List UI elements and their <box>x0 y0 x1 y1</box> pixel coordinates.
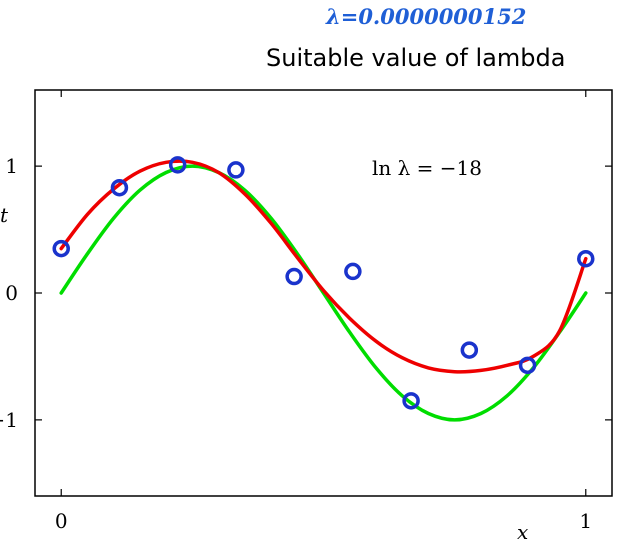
data-point <box>285 267 303 286</box>
chart-subtitle: Suitable value of lambda <box>266 44 566 72</box>
y-axis-label: t <box>0 203 9 227</box>
x-tick-label: 1 <box>579 509 592 533</box>
data-point <box>110 178 129 197</box>
x-tick-label: 0 <box>55 509 68 533</box>
lambda-value-label: λ=0.0000000152 <box>326 4 527 29</box>
data-point <box>460 341 479 359</box>
data-point <box>402 392 420 410</box>
data-point <box>168 156 187 174</box>
curves-layer <box>59 159 588 422</box>
data-point <box>52 239 70 258</box>
y-tick-label: 1 <box>5 154 18 178</box>
data-point <box>227 161 245 179</box>
data-point <box>577 249 595 268</box>
data-point <box>518 356 537 375</box>
ticks-layer: 0 1 −1 0 1 <box>0 90 612 533</box>
points-layer <box>52 156 595 410</box>
y-tick-label: 0 <box>5 281 18 305</box>
y-tick-label: −1 <box>0 408 18 432</box>
x-axis-label: x <box>517 520 528 544</box>
fitted-curve-line <box>59 159 588 374</box>
ln-lambda-annotation: ln λ = −18 <box>372 156 482 180</box>
data-point <box>344 262 362 281</box>
